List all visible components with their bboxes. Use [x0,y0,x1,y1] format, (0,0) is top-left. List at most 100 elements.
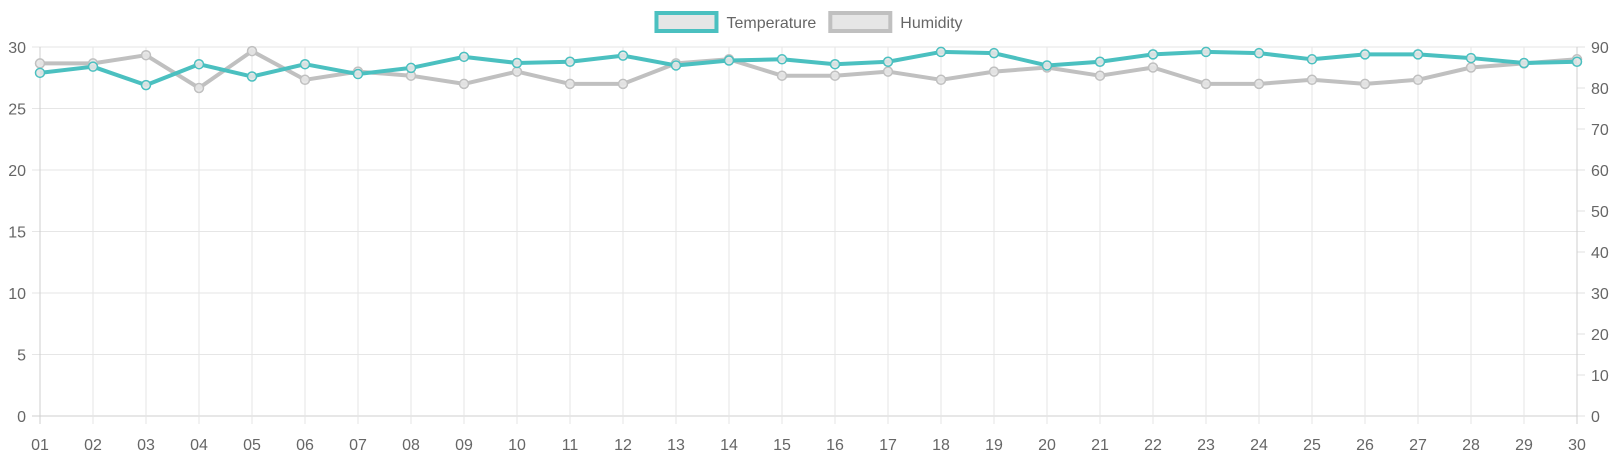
temperature-point[interactable] [352,68,364,80]
humidity-point[interactable] [1465,62,1477,73]
humidity-point[interactable] [1094,70,1106,81]
legend-swatch [654,11,719,33]
humidity-point[interactable] [617,78,629,90]
temperature-point[interactable] [988,47,1000,59]
temperature-point[interactable] [246,71,258,82]
y-left-tick-label: 15 [8,225,26,242]
y-left-tick-label: 0 [17,409,26,426]
x-tick-label: 07 [349,437,367,454]
legend-label: Temperature [726,15,816,32]
temperature-point[interactable] [405,62,417,74]
x-tick-label: 03 [137,437,155,454]
y-left-tick-label: 25 [8,102,26,119]
temperature-point[interactable] [1253,47,1265,59]
y-right-tick-label: 10 [1591,368,1609,385]
temperature-point[interactable] [140,79,152,91]
humidity-point[interactable] [776,70,788,81]
temperature-line [39,49,1578,88]
y-right-tick-label: 70 [1591,122,1609,139]
temperature-point[interactable] [193,58,205,70]
temperature-point[interactable] [1306,54,1318,65]
temperature-point[interactable] [87,61,99,72]
x-tick-label: 20 [1038,437,1056,454]
temperature-point[interactable] [34,67,46,79]
series [34,45,1583,94]
x-tick-label: 27 [1409,437,1427,454]
temperature-point[interactable] [776,54,788,65]
x-tick-label: 24 [1250,437,1268,454]
x-tick-label: 01 [31,437,49,454]
x-tick-label: 04 [190,437,208,454]
legend-label: Humidity [900,15,962,32]
x-tick-label: 23 [1197,437,1215,454]
temperature-point[interactable] [1465,52,1477,64]
temperature-point[interactable] [564,56,576,68]
humidity-point[interactable] [511,66,523,77]
x-tick-label: 21 [1091,437,1109,454]
y-right-tick-label: 90 [1591,40,1609,57]
x-tick-label: 30 [1568,437,1586,454]
humidity-point[interactable] [1200,78,1212,90]
temperature-point[interactable] [458,51,470,63]
x-tick-label: 15 [773,437,791,454]
x-tick-label: 28 [1462,437,1480,454]
temperature-point[interactable] [723,55,735,66]
humidity-point[interactable] [140,49,152,61]
humidity-point[interactable] [564,78,576,90]
humidity-point[interactable] [1412,74,1424,86]
temperature-point[interactable] [299,58,311,70]
temperature-point[interactable] [670,60,682,71]
temperature-point[interactable] [829,58,841,70]
temperature-point[interactable] [1412,49,1424,60]
humidity-point[interactable] [1359,78,1371,90]
humidity-point[interactable] [1253,78,1265,90]
humidity-point[interactable] [299,74,311,86]
temperature-point[interactable] [1147,49,1159,60]
x-tick-label: 16 [826,437,844,454]
temperature-point[interactable] [1041,60,1053,71]
x-tick-label: 26 [1356,437,1374,454]
x-tick-label: 12 [614,437,632,454]
x-tick-label: 25 [1303,437,1321,454]
y-left-tick-label: 30 [8,40,26,57]
x-tick-label: 05 [243,437,261,454]
x-tick-label: 08 [402,437,420,454]
x-tick-label: 14 [720,437,738,454]
y-right-tick-label: 0 [1591,409,1600,426]
humidity-point[interactable] [246,45,258,57]
temperature-point[interactable] [1571,56,1583,68]
x-tick-label: 18 [932,437,950,454]
temperature-point[interactable] [1359,49,1371,60]
humidity-point[interactable] [193,82,205,94]
temperature-point[interactable] [1200,46,1212,58]
x-tick-label: 22 [1144,437,1162,454]
humidity-point[interactable] [988,66,1000,77]
temperature-point[interactable] [1094,56,1106,68]
x-tick-label: 17 [879,437,897,454]
x-tick-label: 09 [455,437,473,454]
x-tick-label: 06 [296,437,314,454]
legend-swatch [828,11,893,33]
humidity-point[interactable] [1147,62,1159,73]
legend[interactable]: Temperature Humidity [654,11,963,33]
temperature-point[interactable] [617,50,629,61]
humidity-line [40,49,1578,90]
temperature-point[interactable] [511,57,523,69]
humidity-point[interactable] [34,58,46,69]
temperature-point[interactable] [935,46,947,58]
humidity-point[interactable] [935,74,947,86]
y-left-tick-label: 10 [8,286,26,303]
x-tick-label: 19 [985,437,1003,454]
humidity-point[interactable] [1306,74,1318,86]
legend-item-temperature[interactable]: Temperature [654,11,816,33]
legend-item-humidity[interactable]: Humidity [828,11,963,33]
humidity-point[interactable] [882,66,894,77]
temperature-point[interactable] [882,56,894,68]
grid [32,46,1585,424]
humidity-point[interactable] [829,70,841,81]
y-left-tick-label: 5 [17,348,26,365]
humidity-point[interactable] [458,78,470,90]
temperature-point[interactable] [1518,57,1530,69]
